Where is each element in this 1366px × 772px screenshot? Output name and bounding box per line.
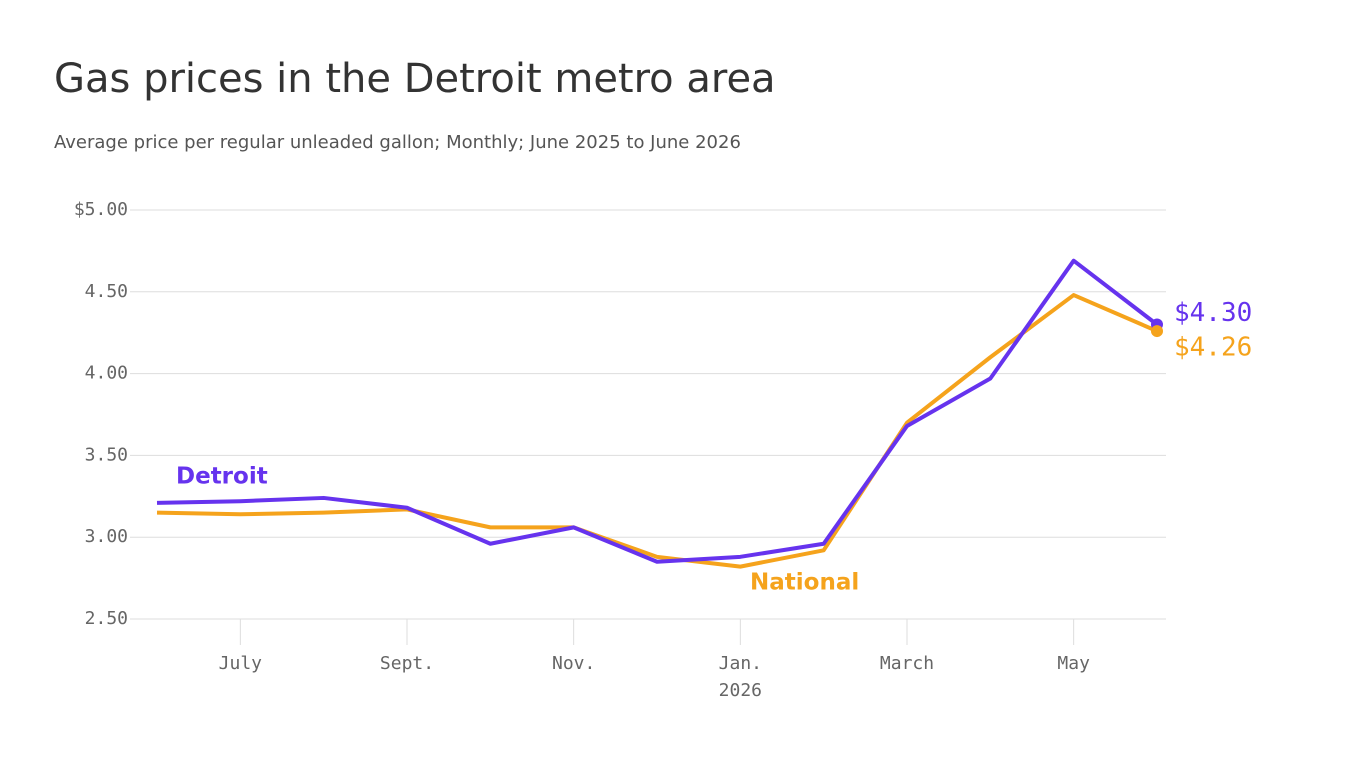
chart-title: Gas prices in the Detroit metro area: [54, 56, 776, 102]
line: [156, 258, 1159, 564]
end-dot: [1151, 325, 1163, 338]
line: [156, 293, 1158, 569]
x-tick-label: March: [880, 653, 934, 674]
y-tick-label: $5.00: [74, 199, 128, 220]
value-label: $4.30: [1174, 298, 1252, 328]
series-label: Detroit: [176, 464, 268, 490]
x-tick-label: Sept.: [380, 653, 434, 674]
y-tick-label: 3.50: [85, 444, 128, 465]
x-tick-label: Jan.: [719, 653, 762, 674]
y-tick-label: 4.00: [85, 363, 128, 384]
series-label: National: [750, 570, 859, 596]
x-tick-label: July: [219, 653, 263, 674]
chart-subtitle: Average price per regular unleaded gallo…: [54, 132, 741, 153]
value-label: $4.26: [1174, 333, 1252, 363]
year-label: 2026: [719, 680, 762, 701]
y-tick-label: 3.00: [85, 526, 128, 547]
x-tick-label: Nov.: [552, 653, 595, 674]
x-tick-label: May: [1057, 653, 1090, 674]
y-tick-label: 2.50: [85, 608, 128, 629]
y-tick-label: 4.50: [85, 281, 128, 302]
